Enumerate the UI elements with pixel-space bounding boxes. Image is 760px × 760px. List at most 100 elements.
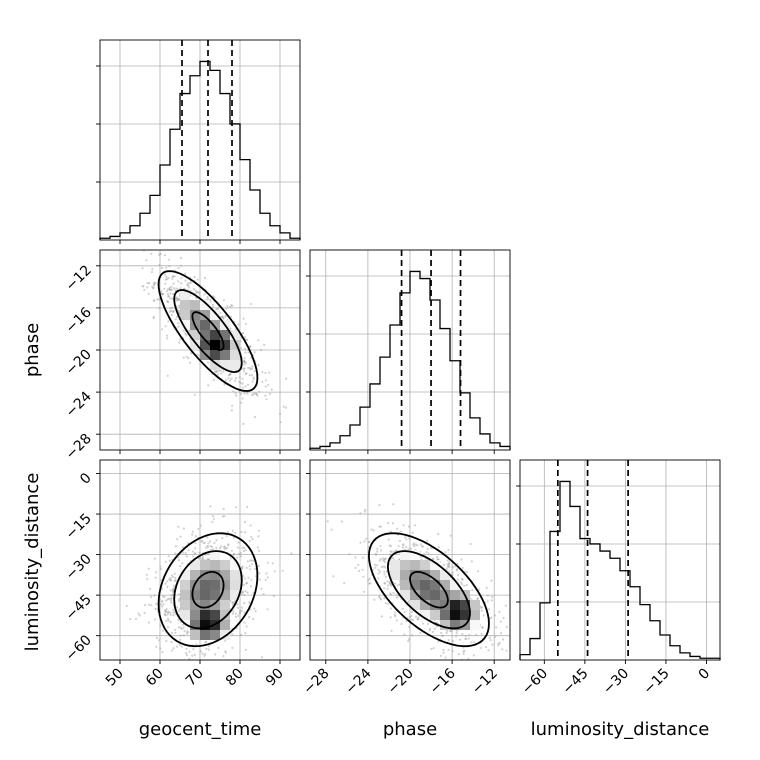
scatter-point — [225, 535, 228, 538]
scatter-point — [191, 533, 194, 536]
scatter-point — [212, 378, 215, 382]
density-cell — [470, 600, 480, 610]
scatter-point — [491, 643, 494, 646]
scatter-point — [446, 629, 449, 632]
scatter-point — [401, 607, 404, 610]
scatter-point — [368, 582, 371, 585]
scatter-point — [171, 310, 174, 313]
scatter-point — [169, 297, 172, 300]
density-cell — [220, 560, 230, 570]
scatter-point — [258, 549, 261, 552]
scatter-point — [367, 579, 370, 582]
scatter-point — [185, 355, 188, 358]
scatter-point — [211, 548, 215, 551]
scatter-point — [192, 288, 195, 291]
tick-marks — [306, 473, 495, 664]
scatter-point — [173, 287, 176, 290]
scatter-point — [167, 597, 170, 600]
scatter-point — [182, 546, 185, 549]
scatter-point — [270, 388, 273, 391]
scatter-point — [378, 559, 381, 562]
scatter-point — [244, 372, 247, 376]
scatter-point — [229, 557, 232, 560]
y-tick-label: −20 — [63, 347, 95, 379]
scatter-point — [246, 392, 249, 395]
scatter-point — [231, 304, 234, 307]
scatter-point — [171, 590, 175, 593]
scatter-point — [170, 594, 173, 597]
scatter-point — [367, 541, 370, 544]
scatter-point — [152, 316, 155, 319]
scatter-point — [206, 295, 209, 299]
scatter-point — [240, 593, 243, 596]
scatter-point — [485, 663, 487, 665]
scatter-point — [178, 593, 181, 596]
scatter-point — [146, 577, 149, 581]
scatter-point — [214, 653, 217, 656]
density-cell — [410, 550, 420, 560]
scatter-point — [442, 651, 445, 654]
scatter-point — [229, 372, 232, 376]
scatter-point — [199, 524, 202, 527]
scatter-point — [172, 614, 175, 617]
scatter-point — [179, 287, 182, 290]
scatter-point — [185, 654, 188, 657]
density-cell — [400, 570, 410, 580]
scatter-point — [448, 563, 451, 566]
scatter-point — [330, 528, 333, 531]
scatter-point — [150, 252, 153, 255]
scatter-point — [267, 383, 270, 387]
panel-luminosity-distance-histogram — [516, 459, 721, 664]
density-cell — [200, 600, 210, 610]
density-cell — [410, 560, 420, 570]
scatter-point — [181, 623, 184, 626]
scatter-point — [177, 556, 180, 559]
x-tick-label: −20 — [385, 666, 417, 698]
scatter-point — [460, 583, 464, 586]
scatter-point — [490, 616, 493, 619]
contour-line — [386, 550, 471, 630]
scatter-point — [180, 264, 183, 267]
scatter-point — [407, 548, 410, 551]
gridlines — [520, 460, 720, 660]
scatter-point — [135, 617, 138, 620]
scatter-point — [445, 567, 448, 571]
density-cell — [440, 610, 450, 620]
scatter-point — [248, 374, 251, 377]
scatter-point — [240, 401, 243, 404]
scatter-point — [169, 579, 172, 582]
density-cell — [180, 580, 190, 590]
scatter-point — [368, 577, 371, 580]
scatter-point — [461, 578, 464, 581]
scatter-point — [504, 604, 507, 607]
scatter-point — [231, 404, 234, 407]
y-tick-label: −16 — [63, 304, 95, 336]
scatter-point — [254, 610, 257, 613]
scatter-point — [159, 565, 162, 568]
scatter-point — [143, 288, 146, 291]
scatter-point — [421, 545, 424, 548]
scatter-point — [243, 360, 246, 363]
scatter-point — [249, 559, 252, 562]
scatter-point — [505, 649, 508, 652]
scatter-point — [150, 595, 153, 599]
scatter-point — [169, 613, 172, 617]
scatter-point — [168, 578, 171, 581]
contour-line — [191, 311, 225, 351]
scatter-point — [185, 632, 188, 635]
x-axis-label-geocent-time: geocent_time — [139, 719, 262, 740]
scatter-point — [225, 307, 228, 310]
scatter-point — [177, 626, 180, 629]
scatter-point — [154, 607, 157, 611]
scatter-point — [206, 545, 210, 549]
scatter-point — [164, 560, 167, 564]
scatter-point — [378, 594, 381, 598]
scatter-point — [167, 610, 171, 614]
scatter-point — [222, 507, 225, 511]
scatter-point — [148, 603, 151, 606]
scatter-point — [251, 538, 254, 541]
density-cell — [230, 340, 240, 350]
scatter-point — [165, 334, 169, 337]
scatter-point — [384, 557, 387, 560]
scatter-point — [494, 635, 497, 638]
